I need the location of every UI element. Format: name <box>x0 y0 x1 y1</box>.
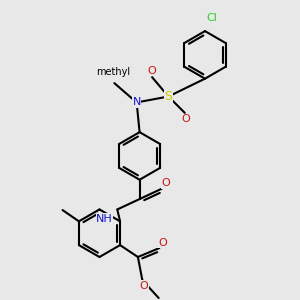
Text: O: O <box>181 114 190 124</box>
Text: O: O <box>161 178 170 188</box>
Text: N: N <box>132 98 141 107</box>
Text: S: S <box>164 90 172 103</box>
Text: O: O <box>140 280 148 290</box>
Text: O: O <box>147 66 156 76</box>
Text: O: O <box>158 238 167 248</box>
Text: methyl: methyl <box>96 67 130 76</box>
Text: NH: NH <box>96 214 113 224</box>
Text: Cl: Cl <box>206 13 217 23</box>
